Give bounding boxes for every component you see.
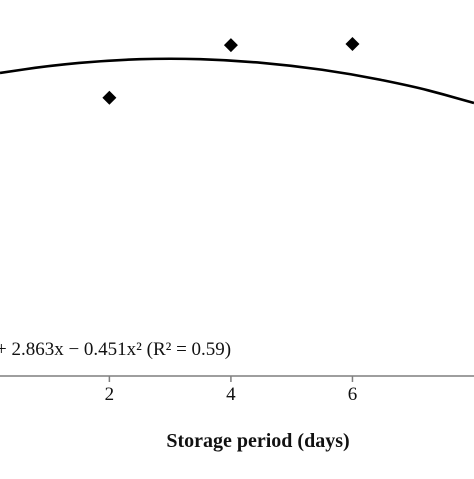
x-tick-layer: 2 4 6: [105, 376, 358, 405]
trendline: [0, 57, 474, 105]
data-point-diamond: [223, 38, 238, 53]
x-tick-label: 2: [105, 384, 115, 405]
point-layer: [102, 36, 360, 105]
data-point-diamond: [102, 90, 117, 105]
x-axis-title: Storage period (days): [166, 430, 349, 452]
x-tick-label: 4: [226, 384, 236, 405]
equation-annotation: + 2.863x − 0.451x² (R² = 0.59): [0, 339, 231, 360]
x-tick-label: 6: [348, 384, 358, 405]
data-point-diamond: [345, 36, 360, 51]
